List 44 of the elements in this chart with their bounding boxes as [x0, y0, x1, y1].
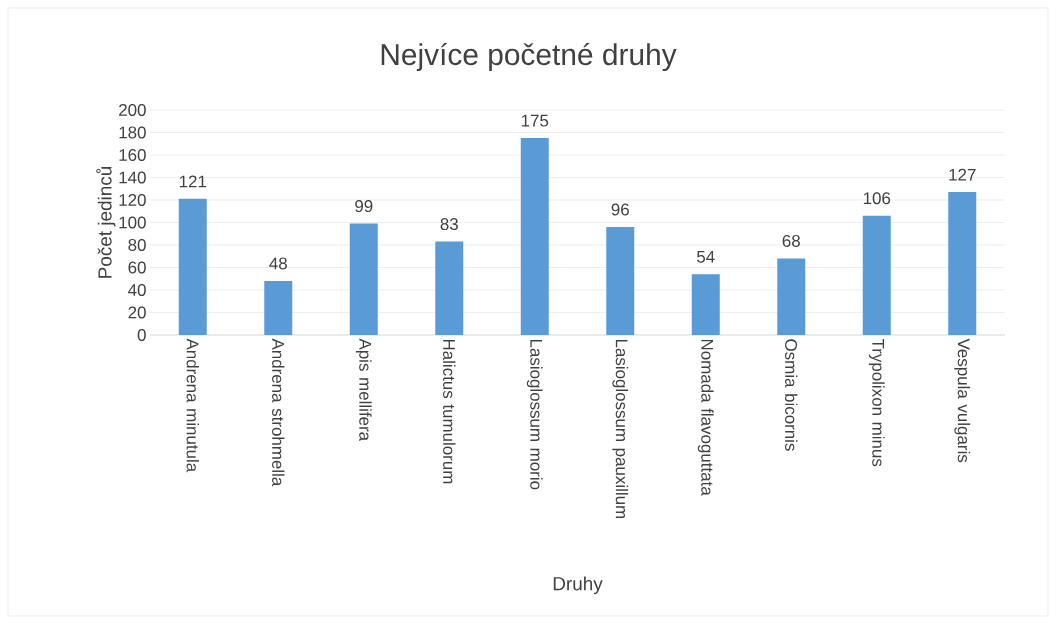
y-tick-label: 20: [128, 306, 146, 319]
x-tick-label: Nomada flavoguttata: [697, 339, 714, 496]
data-label: 106: [863, 192, 891, 205]
y-tick-label: 80: [128, 238, 146, 251]
x-tick-label: Andrena minutula: [186, 338, 199, 473]
bar: [862, 215, 891, 335]
bar: [691, 274, 720, 335]
chart-title: Nejvíce početné druhy: [381, 42, 677, 72]
data-label: 48: [269, 257, 287, 270]
y-tick-label: 100: [119, 216, 146, 229]
y-tick-label: 180: [119, 126, 146, 139]
x-tick-label: Andrena strohmella: [272, 338, 285, 487]
y-tick-label: 40: [128, 283, 146, 296]
x-tick-label: Halictus tumulorum: [443, 339, 456, 484]
x-tick-label: Apis mellifera: [355, 338, 372, 442]
x-tick-label: Lasioglossum pauxillum: [612, 339, 629, 519]
data-label: 96: [611, 203, 629, 216]
x-axis-title: Druhy: [553, 576, 603, 595]
bar: [435, 241, 464, 335]
data-label: 68: [782, 234, 800, 247]
y-tick-label: 140: [119, 171, 146, 184]
x-tick-label: Vespula vulgaris: [954, 338, 971, 463]
y-tick-label: 60: [128, 261, 146, 274]
y-tick-label: 160: [119, 148, 146, 161]
data-label: 83: [440, 218, 458, 231]
y-tick-label: 200: [119, 103, 146, 116]
x-tick-label: Lasioglossum morio: [526, 339, 543, 490]
bar: [606, 226, 635, 335]
data-label: 175: [521, 114, 549, 127]
y-axis-title: Počet jedinců: [96, 166, 116, 278]
bar: [948, 192, 977, 335]
y-tick-label: 0: [137, 328, 146, 341]
bar: [349, 223, 378, 335]
y-tick-label: 120: [119, 193, 146, 206]
bar: [520, 138, 549, 335]
bar: [264, 280, 293, 335]
bar: [178, 198, 207, 335]
data-label: 127: [949, 168, 976, 181]
data-label: 54: [697, 250, 715, 263]
data-label: 99: [355, 200, 373, 213]
bar: [777, 258, 806, 335]
x-tick-label: Trypolixon minus: [868, 338, 885, 467]
x-tick-label: Osmia bicornis: [785, 339, 798, 451]
data-label: 121: [179, 175, 207, 188]
